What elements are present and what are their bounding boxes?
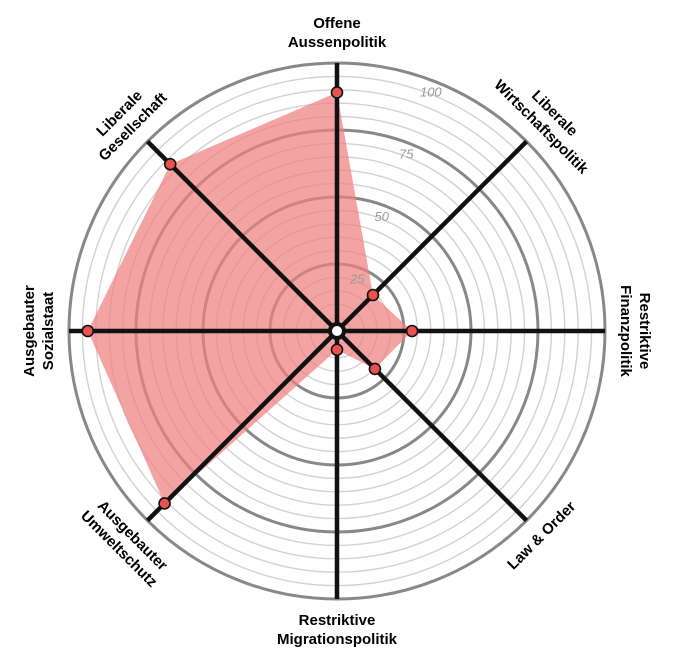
- axis-label: Aussenpolitik: [288, 34, 387, 51]
- profile-area-layer: [87, 92, 413, 504]
- axis-spokes: [69, 63, 605, 599]
- axis-label: Restriktive: [299, 612, 376, 629]
- data-point: [405, 324, 419, 338]
- axis-label-group: Restriktive Migrationspolitik: [277, 612, 398, 648]
- tick-label: 100: [420, 84, 442, 99]
- axis-label: Restriktive: [636, 293, 653, 370]
- tick-labels: 25 50 75 100: [349, 84, 443, 286]
- axis-label: Ausgebauter: [21, 285, 38, 377]
- center-dot: [328, 322, 346, 340]
- data-point: [330, 343, 344, 357]
- data-points: [81, 86, 419, 510]
- data-point: [330, 86, 344, 99]
- data-point: [81, 324, 95, 338]
- tick-label: 25: [349, 271, 365, 286]
- axis-spoke: [335, 139, 529, 333]
- axis-label: Sozialstaat: [40, 292, 57, 370]
- axis-label: Finanzpolitik: [617, 285, 634, 377]
- data-point: [368, 362, 382, 376]
- data-point: [158, 497, 171, 510]
- axis-label-group: Offene Aussenpolitik: [288, 15, 387, 51]
- axis-spoke: [145, 329, 339, 523]
- axis-label: Migrationspolitik: [277, 631, 398, 648]
- data-point: [163, 157, 177, 171]
- profile-area: [87, 92, 413, 504]
- axis-label-group: Ausgebauter Sozialstaat: [21, 285, 57, 377]
- tick-label: 50: [374, 209, 389, 224]
- axis-spoke: [335, 329, 529, 523]
- tick-label: 75: [399, 147, 414, 162]
- data-point: [366, 288, 380, 302]
- axis-label: Offene: [313, 15, 361, 32]
- axis-spoke: [145, 139, 339, 333]
- center-marker: [328, 322, 346, 340]
